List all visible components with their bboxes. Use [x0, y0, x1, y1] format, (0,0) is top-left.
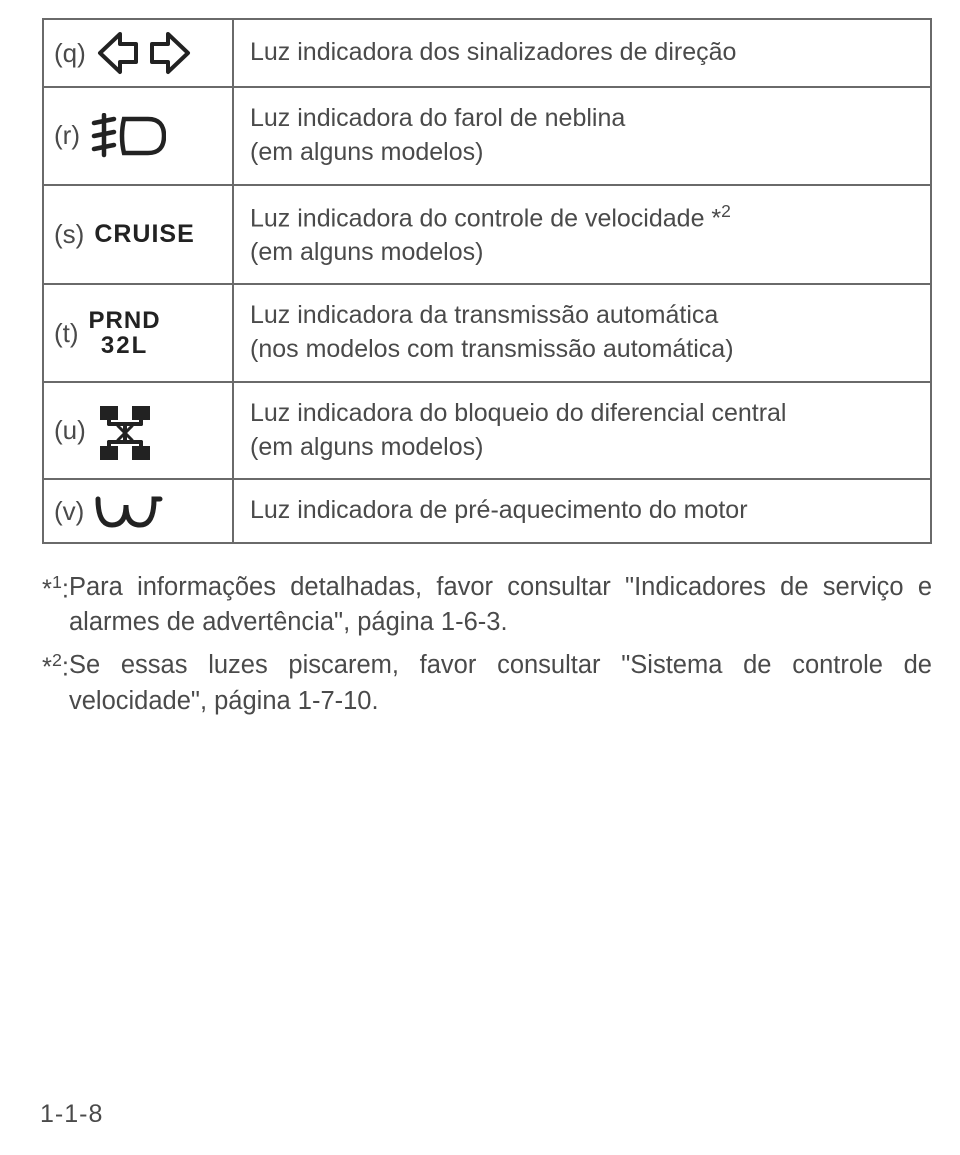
- row-desc-l2: (em alguns modelos): [250, 136, 914, 170]
- table-row: (s) CRUISE Luz indicadora do controle de…: [43, 185, 931, 285]
- indicator-table: (q) Luz indicadora dos sinalizadores de …: [42, 18, 932, 544]
- label-cell-u: (u): [43, 382, 233, 480]
- row-desc-sup: 2: [721, 201, 731, 221]
- desc-cell-q: Luz indicadora dos sinalizadores de dire…: [233, 19, 931, 87]
- desc-cell-r: Luz indicadora do farol de neblina (em a…: [233, 87, 931, 185]
- footnote-text: Para informações detalhadas, favor consu…: [69, 570, 932, 640]
- row-desc-l1: Luz indicadora do bloqueio do diferencia…: [250, 399, 786, 427]
- row-key: (r): [54, 120, 80, 151]
- row-desc-l1: Luz indicadora da transmissão automática: [250, 301, 718, 329]
- label-cell-r: (r): [43, 87, 233, 185]
- row-desc-l1: Luz indicadora do farol de neblina: [250, 104, 625, 132]
- row-key: (v): [54, 496, 84, 527]
- row-desc-l2: (em alguns modelos): [250, 431, 914, 465]
- row-key: (u): [54, 415, 86, 446]
- glow-plug-icon: [94, 491, 164, 531]
- desc-cell-s: Luz indicadora do controle de velocidade…: [233, 185, 931, 285]
- footnote-mark: *1:: [42, 570, 69, 640]
- transmission-icon: PRND 32L: [89, 308, 161, 358]
- row-key: (q): [54, 38, 86, 69]
- turn-signal-icon: [96, 30, 192, 76]
- desc-cell-v: Luz indicadora de pré-aquecimento do mot…: [233, 479, 931, 543]
- footnotes: *1: Para informações detalhadas, favor c…: [42, 570, 932, 719]
- row-desc-l2: (nos modelos com transmissão automática): [250, 333, 914, 367]
- row-desc: Luz indicadora dos sinalizadores de dire…: [250, 36, 914, 70]
- row-key: (s): [54, 219, 84, 250]
- table-row: (v) Luz indicadora de pré-aquecimento do…: [43, 479, 931, 543]
- table-row: (r) Luz indicadora do farol d: [43, 87, 931, 185]
- row-desc-l2: (em alguns modelos): [250, 236, 914, 270]
- page-number: 1-1-8: [40, 1100, 103, 1129]
- cruise-icon: CRUISE: [94, 220, 194, 249]
- footnote-mark: *2:: [42, 648, 69, 718]
- label-cell-s: (s) CRUISE: [43, 185, 233, 285]
- footnote-2: *2: Se essas luzes piscarem, favor consu…: [42, 648, 932, 718]
- table-row: (u): [43, 382, 931, 480]
- row-desc-l1: Luz indicadora do controle de velocidade…: [250, 204, 721, 232]
- table-row: (q) Luz indicadora dos sinalizadores de …: [43, 19, 931, 87]
- footnote-1: *1: Para informações detalhadas, favor c…: [42, 570, 932, 640]
- diff-lock-icon: [96, 402, 154, 460]
- desc-cell-u: Luz indicadora do bloqueio do diferencia…: [233, 382, 931, 480]
- prnd-top: PRND: [89, 308, 161, 333]
- label-cell-v: (v): [43, 479, 233, 543]
- row-desc: Luz indicadora de pré-aquecimento do mot…: [250, 494, 914, 528]
- fog-light-icon: [90, 113, 166, 159]
- footnote-text: Se essas luzes piscarem, favor consultar…: [69, 648, 932, 718]
- label-cell-t: (t) PRND 32L: [43, 284, 233, 382]
- label-cell-q: (q): [43, 19, 233, 87]
- row-key: (t): [54, 318, 79, 349]
- prnd-bot: 32L: [101, 333, 148, 358]
- table-row: (t) PRND 32L Luz indicadora da transmiss…: [43, 284, 931, 382]
- desc-cell-t: Luz indicadora da transmissão automática…: [233, 284, 931, 382]
